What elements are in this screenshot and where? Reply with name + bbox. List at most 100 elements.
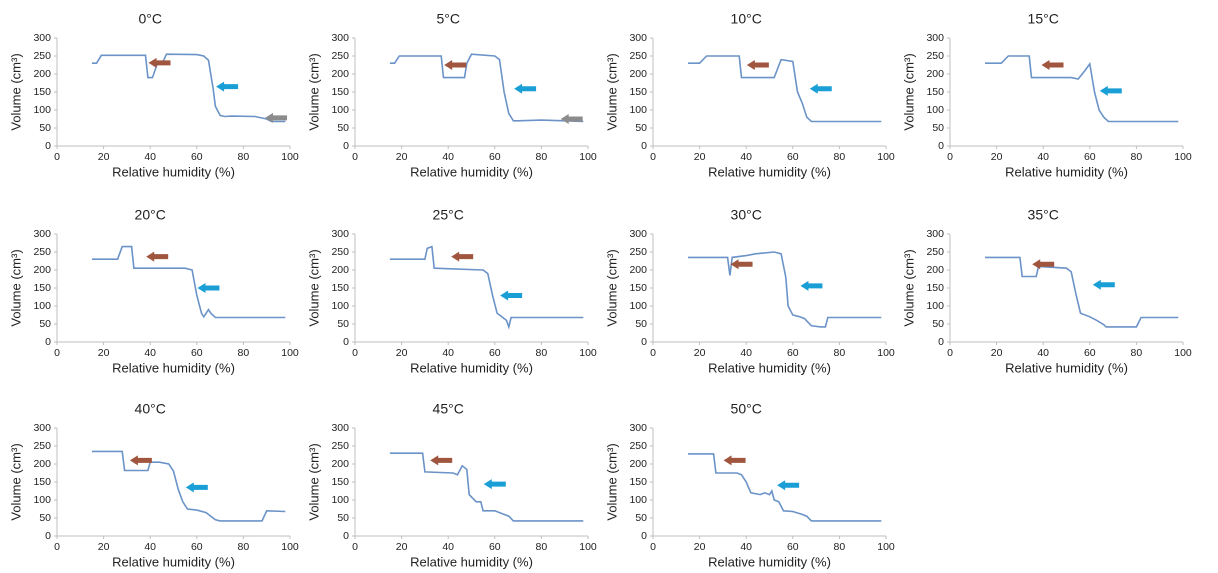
y-tick-label: 200 xyxy=(926,68,944,80)
arrow xyxy=(451,251,474,262)
arrow xyxy=(514,83,537,94)
x-tick-label: 100 xyxy=(281,347,299,359)
x-tick-label: 0 xyxy=(352,151,358,163)
y-tick-label: 50 xyxy=(932,122,944,134)
x-tick-label: 60 xyxy=(1084,151,1096,163)
x-tick-label: 80 xyxy=(1131,151,1143,163)
y-tick-label: 0 xyxy=(45,140,51,152)
data-line xyxy=(389,452,584,522)
x-tick-label: 80 xyxy=(536,541,548,553)
x-tick-label: 80 xyxy=(238,151,250,163)
x-tick-label: 40 xyxy=(740,541,752,553)
y-tick-label: 200 xyxy=(33,68,51,80)
x-tick-label: 0 xyxy=(650,151,656,163)
panel: 10°C 0 50 100 150 200 250 300 0 20 40 60 80 100 Relati… xyxy=(604,11,894,180)
x-tick-label: 100 xyxy=(877,347,895,359)
x-axis-label: Relative humidity (%) xyxy=(410,164,533,179)
y-tick-label: 200 xyxy=(331,458,349,470)
y-tick-label: 0 xyxy=(641,336,647,348)
x-tick-label: 0 xyxy=(947,347,953,359)
x-tick-label: 60 xyxy=(191,347,203,359)
y-axis-label: Volume (cm³) xyxy=(306,249,321,326)
y-tick-label: 250 xyxy=(331,246,349,258)
y-tick-label: 300 xyxy=(33,32,51,44)
panel-title: 15°C xyxy=(1028,11,1059,27)
data-line xyxy=(91,53,286,123)
y-axis-label: Volume (cm³) xyxy=(604,249,619,326)
y-tick-label: 50 xyxy=(337,318,349,330)
x-axis-label: Relative humidity (%) xyxy=(708,360,831,375)
arrow xyxy=(1092,279,1115,290)
panel-title: 50°C xyxy=(731,401,762,417)
data-line xyxy=(688,251,882,328)
panel: 20°C 0 50 100 150 200 250 300 0 20 40 60 80 100 Relati… xyxy=(8,207,298,376)
y-axis-label: Volume (cm³) xyxy=(8,249,23,326)
arrow xyxy=(216,81,239,92)
y-tick-label: 50 xyxy=(635,512,647,524)
data-line xyxy=(389,53,584,123)
y-tick-label: 200 xyxy=(629,458,647,470)
panel-title: 40°C xyxy=(135,401,166,417)
arrow xyxy=(197,283,220,293)
x-tick-label: 100 xyxy=(579,541,597,553)
x-axis-label: Relative humidity (%) xyxy=(112,360,235,375)
y-tick-label: 100 xyxy=(629,104,647,116)
y-tick-label: 300 xyxy=(926,32,944,44)
x-tick-label: 60 xyxy=(787,541,799,553)
y-tick-label: 250 xyxy=(33,246,51,258)
x-tick-label: 0 xyxy=(54,151,60,163)
y-tick-label: 200 xyxy=(331,264,349,276)
x-axis-label: Relative humidity (%) xyxy=(112,554,235,569)
data-line xyxy=(91,245,286,319)
x-axis-label: Relative humidity (%) xyxy=(410,360,533,375)
data-line xyxy=(389,245,584,330)
y-tick-label: 300 xyxy=(629,422,647,434)
y-tick-label: 150 xyxy=(629,86,647,98)
y-tick-label: 250 xyxy=(629,246,647,258)
y-tick-label: 0 xyxy=(45,530,51,542)
y-tick-label: 100 xyxy=(331,104,349,116)
panel-title: 0°C xyxy=(138,11,162,27)
data-line xyxy=(688,55,882,123)
x-tick-label: 40 xyxy=(144,541,156,553)
y-axis-label: Volume (cm³) xyxy=(604,443,619,520)
x-tick-label: 20 xyxy=(98,151,110,163)
y-tick-label: 250 xyxy=(629,440,647,452)
y-tick-label: 150 xyxy=(629,282,647,294)
y-tick-label: 50 xyxy=(39,512,51,524)
y-tick-label: 300 xyxy=(629,228,647,240)
y-tick-label: 0 xyxy=(938,336,944,348)
panel-title: 45°C xyxy=(433,401,464,417)
y-tick-label: 0 xyxy=(641,530,647,542)
x-tick-label: 20 xyxy=(98,347,110,359)
x-tick-label: 80 xyxy=(834,151,846,163)
panel-title: 10°C xyxy=(731,11,762,27)
y-tick-label: 100 xyxy=(331,494,349,506)
panel: 5°C 0 50 100 150 200 250 300 0 20 40 60 80 100 Relativ… xyxy=(306,11,596,180)
y-tick-label: 0 xyxy=(641,140,647,152)
y-tick-label: 50 xyxy=(932,318,944,330)
x-tick-label: 60 xyxy=(787,347,799,359)
x-tick-label: 60 xyxy=(489,541,501,553)
x-tick-label: 80 xyxy=(238,347,250,359)
y-tick-label: 300 xyxy=(331,32,349,44)
x-axis-label: Relative humidity (%) xyxy=(1005,164,1128,179)
y-axis-label: Volume (cm³) xyxy=(901,249,916,326)
y-tick-label: 100 xyxy=(926,104,944,116)
y-tick-label: 50 xyxy=(337,512,349,524)
y-tick-label: 150 xyxy=(926,282,944,294)
y-tick-label: 250 xyxy=(33,440,51,452)
arrow xyxy=(777,480,800,491)
y-tick-label: 0 xyxy=(343,336,349,348)
y-tick-label: 0 xyxy=(343,530,349,542)
panel-title: 30°C xyxy=(731,207,762,223)
y-axis-label: Volume (cm³) xyxy=(901,53,916,130)
panel: 30°C 0 50 100 150 200 250 300 0 20 40 60 80 100 Relati… xyxy=(604,207,894,376)
x-tick-label: 0 xyxy=(650,541,656,553)
x-tick-label: 40 xyxy=(442,151,454,163)
y-tick-label: 100 xyxy=(33,494,51,506)
x-tick-label: 20 xyxy=(396,541,408,553)
panel: 45°C 0 50 100 150 200 250 300 0 20 40 60 80 100 Relati… xyxy=(306,401,596,570)
x-tick-label: 100 xyxy=(1174,347,1192,359)
